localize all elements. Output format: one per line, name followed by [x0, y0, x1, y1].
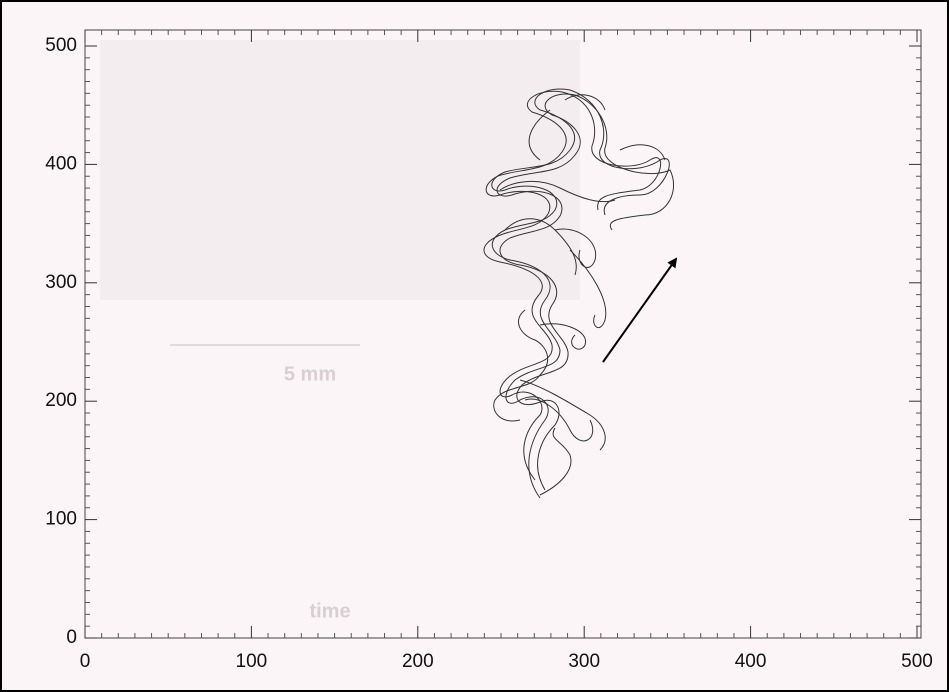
contour [499, 180, 616, 496]
annotation: time [309, 600, 350, 622]
x-tick-label: 0 [80, 651, 91, 672]
arrow [602, 257, 678, 363]
x-tick-label: 200 [402, 651, 434, 672]
annotation: 5 mm [284, 363, 336, 385]
y-tick-label: 200 [45, 390, 77, 411]
contour [496, 93, 675, 491]
y-tick-label: 300 [45, 272, 77, 293]
contour [491, 88, 670, 499]
plot-frame [84, 29, 922, 639]
y-tick-label: 400 [45, 153, 77, 174]
x-tick-label: 100 [236, 651, 268, 672]
x-tick-label: 400 [735, 651, 767, 672]
contour [483, 90, 662, 481]
y-tick-label: 500 [45, 35, 77, 56]
y-tick-label: 0 [66, 627, 77, 648]
x-tick-label: 300 [568, 651, 600, 672]
y-tick-label: 100 [45, 509, 77, 530]
contours [483, 88, 675, 499]
contour [493, 94, 666, 442]
x-tick-label: 500 [901, 651, 933, 672]
